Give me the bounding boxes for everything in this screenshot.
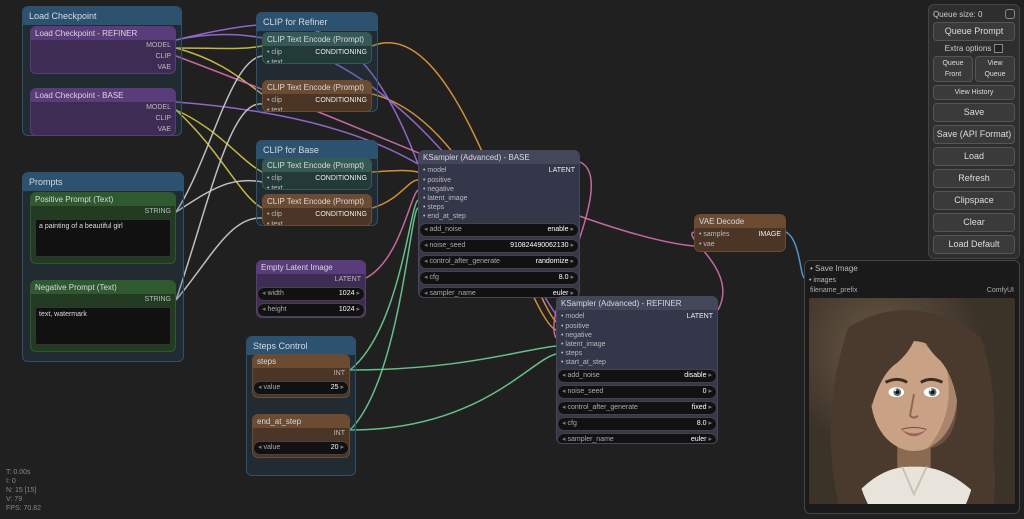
widget-pill[interactable]: width1024 bbox=[257, 287, 365, 301]
widget-pill[interactable]: height1024 bbox=[257, 303, 365, 317]
output-slot[interactable]: MODEL bbox=[31, 40, 175, 51]
save-image-node[interactable]: • Save Image• imagesfilename_prefixComfy… bbox=[804, 260, 1020, 514]
clear-button[interactable]: Clear bbox=[933, 213, 1015, 232]
node-title[interactable]: Load Checkpoint - REFINER bbox=[31, 27, 175, 40]
widget-pill[interactable]: add_noisedisable bbox=[557, 369, 717, 383]
node-title[interactable]: CLIP Text Encode (Prompt) bbox=[263, 159, 371, 172]
gear-icon[interactable] bbox=[1005, 9, 1015, 19]
group-title: CLIP for Base bbox=[257, 141, 377, 159]
node[interactable]: Negative Prompt (Text)STRINGtext, waterm… bbox=[30, 280, 176, 352]
node[interactable]: CLIP Text Encode (Prompt)• clipCONDITION… bbox=[262, 194, 372, 226]
node[interactable]: stepsINTvalue25control_after_generatefix… bbox=[252, 354, 350, 398]
node[interactable]: Load Checkpoint - BASEMODELCLIPVAEckpt_n… bbox=[30, 88, 176, 136]
load-default-button[interactable]: Load Default bbox=[933, 235, 1015, 254]
output-slot[interactable]: MODEL bbox=[31, 102, 175, 113]
group-title: Steps Control bbox=[247, 337, 355, 355]
widget-pill[interactable]: value20 bbox=[253, 441, 349, 455]
widget-pill[interactable]: sampler_nameeuler bbox=[557, 433, 717, 444]
save-button[interactable]: Save bbox=[933, 103, 1015, 122]
node-title[interactable]: CLIP Text Encode (Prompt) bbox=[263, 195, 371, 208]
widget-pill[interactable]: cfg8.0 bbox=[419, 271, 579, 285]
node[interactable]: Empty Latent ImageLATENTwidth1024height1… bbox=[256, 260, 366, 318]
load-button[interactable]: Load bbox=[933, 147, 1015, 166]
checkbox-icon[interactable] bbox=[994, 44, 1003, 53]
widget-pill[interactable]: noise_seed910824490062130 bbox=[419, 239, 579, 253]
output-slot[interactable]: VAE bbox=[31, 124, 175, 135]
widget-pill[interactable]: cfg8.0 bbox=[557, 417, 717, 431]
node-title[interactable]: KSampler (Advanced) - BASE bbox=[419, 151, 579, 164]
node-title[interactable]: Empty Latent Image bbox=[257, 261, 365, 274]
output-image bbox=[805, 298, 1019, 504]
group-title: CLIP for Refiner bbox=[257, 13, 377, 31]
node[interactable]: CLIP Text Encode (Prompt)• clipCONDITION… bbox=[262, 158, 372, 190]
widget-pill[interactable]: control_after_generaterandomize bbox=[419, 255, 579, 269]
control-panel: Queue size: 0 Queue Prompt Extra options… bbox=[928, 4, 1020, 259]
save-api-button[interactable]: Save (API Format) bbox=[933, 125, 1015, 144]
node[interactable]: CLIP Text Encode (Prompt)• clipCONDITION… bbox=[262, 80, 372, 112]
widget-pill[interactable]: control_after_generatefixed bbox=[253, 397, 349, 398]
widget-pill[interactable]: sampler_nameeuler bbox=[419, 287, 579, 298]
widget-pill[interactable]: control_after_generatefixed bbox=[253, 457, 349, 458]
node[interactable]: VAE Decode• samplesIMAGE• vae bbox=[694, 214, 786, 252]
text-input[interactable]: a painting of a beautiful girl bbox=[35, 219, 171, 257]
node-title[interactable]: Positive Prompt (Text) bbox=[31, 193, 175, 206]
node-title[interactable]: end_at_step bbox=[253, 415, 349, 428]
node-title[interactable]: Negative Prompt (Text) bbox=[31, 281, 175, 294]
widget-pill[interactable]: add_noiseenable bbox=[419, 223, 579, 237]
text-input[interactable]: text, watermark bbox=[35, 307, 171, 345]
refresh-button[interactable]: Refresh bbox=[933, 169, 1015, 188]
node[interactable]: CLIP Text Encode (Prompt)• clipCONDITION… bbox=[262, 32, 372, 64]
node[interactable]: end_at_stepINTvalue20control_after_gener… bbox=[252, 414, 350, 458]
node-title[interactable]: CLIP Text Encode (Prompt) bbox=[263, 33, 371, 46]
output-slot[interactable]: CLIP bbox=[31, 113, 175, 124]
clipspace-button[interactable]: Clipspace bbox=[933, 191, 1015, 210]
view-history-button[interactable]: View History bbox=[933, 85, 1015, 100]
stats-footer: T: 0.00s I: 0 N: 15 [15] V: 79 FPS: 70.8… bbox=[6, 468, 41, 513]
group-title: Load Checkpoint bbox=[23, 7, 181, 25]
widget-pill[interactable]: control_after_generatefixed bbox=[557, 401, 717, 415]
queue-front-button[interactable]: Queue Front bbox=[933, 56, 973, 82]
extra-options[interactable]: Extra options bbox=[933, 44, 1015, 53]
node[interactable]: KSampler (Advanced) - BASE• modelLATENT•… bbox=[418, 150, 580, 298]
node[interactable]: Positive Prompt (Text)STRINGa painting o… bbox=[30, 192, 176, 264]
node-title[interactable]: KSampler (Advanced) - REFINER bbox=[557, 297, 717, 310]
node-title[interactable]: Load Checkpoint - BASE bbox=[31, 89, 175, 102]
widget-pill[interactable]: noise_seed0 bbox=[557, 385, 717, 399]
node-title[interactable]: steps bbox=[253, 355, 349, 368]
node-title[interactable]: VAE Decode bbox=[695, 215, 785, 228]
queue-size: Queue size: 0 bbox=[933, 9, 1015, 19]
queue-prompt-button[interactable]: Queue Prompt bbox=[933, 22, 1015, 41]
node-title[interactable]: CLIP Text Encode (Prompt) bbox=[263, 81, 371, 94]
view-queue-button[interactable]: View Queue bbox=[975, 56, 1015, 82]
widget-pill[interactable]: value25 bbox=[253, 381, 349, 395]
node[interactable]: KSampler (Advanced) - REFINER• modelLATE… bbox=[556, 296, 718, 444]
group-title: Prompts bbox=[23, 173, 183, 191]
node[interactable]: Load Checkpoint - REFINERMODELCLIPVAEckp… bbox=[30, 26, 176, 74]
output-slot[interactable]: VAE bbox=[31, 62, 175, 73]
output-slot[interactable]: CLIP bbox=[31, 51, 175, 62]
